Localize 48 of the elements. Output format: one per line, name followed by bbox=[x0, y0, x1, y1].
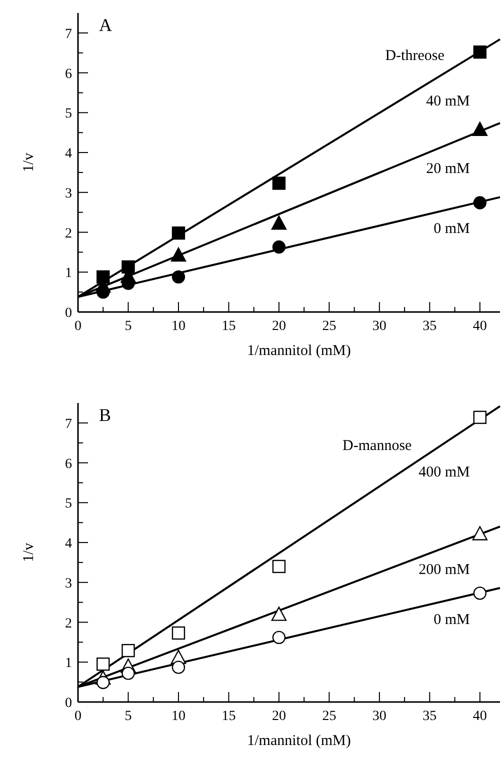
x-tick-label: 5 bbox=[124, 319, 132, 334]
y-axis-title: 1/v bbox=[21, 542, 37, 562]
series-label: 400 mM bbox=[418, 464, 470, 481]
y-tick-label: 5 bbox=[65, 496, 72, 512]
x-tick-label: 20 bbox=[272, 319, 286, 334]
y-tick-label: 3 bbox=[65, 576, 72, 592]
y-tick-label: 7 bbox=[65, 416, 72, 432]
x-tick-label: 30 bbox=[372, 319, 386, 334]
chart-title: B bbox=[99, 405, 112, 425]
x-tick-label: 5 bbox=[124, 709, 132, 724]
x-tick-label: 25 bbox=[322, 709, 336, 724]
annotation: D-mannose bbox=[342, 438, 412, 454]
y-tick-label: 3 bbox=[65, 186, 72, 202]
y-tick-label: 5 bbox=[65, 106, 72, 122]
x-tick-label: 0 bbox=[74, 709, 82, 724]
y-tick-label: 0 bbox=[65, 306, 72, 321]
series-label: 200 mM bbox=[418, 562, 470, 578]
y-tick-label: 6 bbox=[65, 456, 72, 472]
series-label: 0 mM bbox=[434, 612, 470, 628]
x-tick-label: 40 bbox=[472, 319, 487, 334]
x-axis-title: 1/mannitol (mM) bbox=[247, 733, 351, 749]
chart-title: A bbox=[99, 15, 112, 35]
y-tick-label: 2 bbox=[65, 226, 72, 242]
y-tick-label: 4 bbox=[65, 146, 72, 162]
y-tick-label: 7 bbox=[65, 26, 72, 42]
series-label: 0 mM bbox=[434, 221, 470, 238]
series-label: 20 mM bbox=[426, 161, 470, 178]
x-tick-label: 40 bbox=[472, 709, 487, 724]
x-tick-label: 20 bbox=[272, 709, 286, 724]
series-label: 40 mM bbox=[426, 93, 470, 110]
y-tick-label: 2 bbox=[65, 616, 72, 632]
x-tick-label: 0 bbox=[74, 319, 82, 334]
x-tick-label: 10 bbox=[171, 319, 186, 334]
y-tick-label: 6 bbox=[65, 66, 72, 82]
y-tick-label: 4 bbox=[65, 536, 72, 552]
y-tick-label: 0 bbox=[65, 696, 72, 711]
x-tick-label: 35 bbox=[422, 319, 437, 334]
annotation: D-threose bbox=[385, 48, 445, 64]
x-tick-label: 10 bbox=[171, 709, 186, 724]
x-axis-title: 1/mannitol (mM) bbox=[247, 343, 351, 359]
y-tick-label: 1 bbox=[65, 266, 72, 282]
x-tick-label: 25 bbox=[322, 319, 336, 334]
x-tick-label: 15 bbox=[222, 319, 236, 334]
x-tick-label: 30 bbox=[372, 709, 386, 724]
x-tick-label: 15 bbox=[222, 709, 236, 724]
y-tick-label: 1 bbox=[65, 656, 72, 672]
x-tick-label: 35 bbox=[422, 709, 437, 724]
y-axis-title: 1/v bbox=[21, 152, 37, 172]
